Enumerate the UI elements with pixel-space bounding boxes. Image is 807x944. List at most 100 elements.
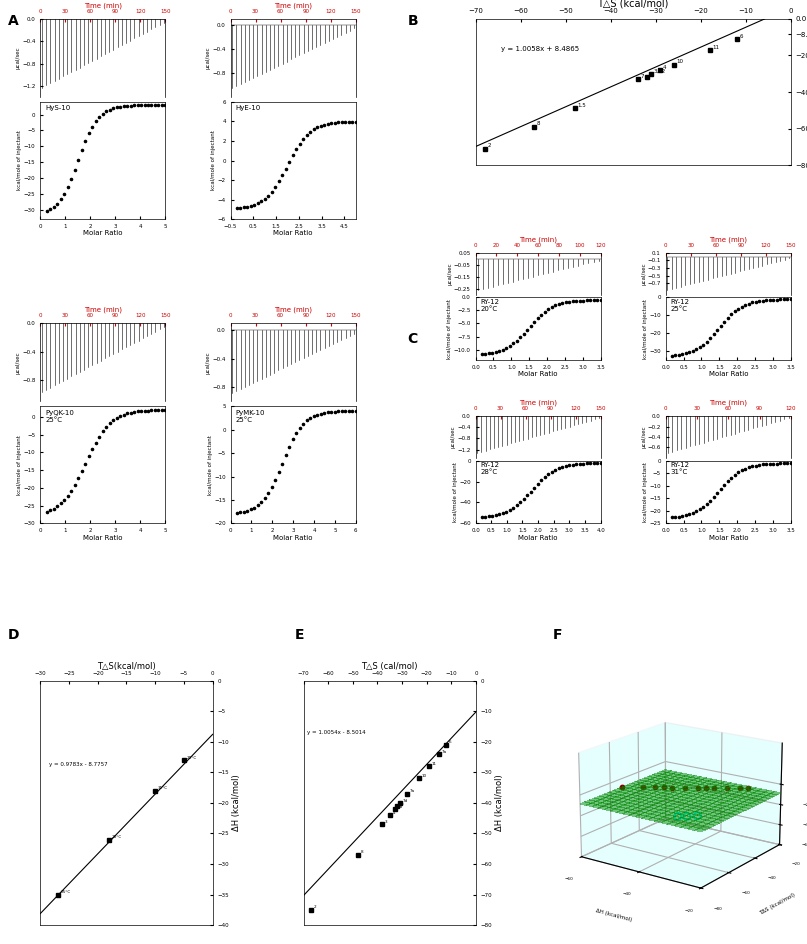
Point bbox=[577, 293, 590, 308]
Text: RY-12
28°C: RY-12 28°C bbox=[480, 463, 500, 476]
Point bbox=[311, 120, 324, 135]
Point bbox=[514, 495, 527, 510]
Point bbox=[276, 456, 289, 471]
Point bbox=[504, 338, 516, 353]
Point bbox=[131, 404, 144, 419]
Point bbox=[328, 404, 341, 419]
Point bbox=[68, 478, 81, 493]
Point bbox=[549, 463, 562, 478]
Point bbox=[345, 403, 358, 418]
Point bbox=[251, 195, 264, 211]
Point bbox=[528, 314, 541, 329]
Point bbox=[570, 457, 583, 472]
Point bbox=[114, 99, 127, 114]
Point bbox=[683, 345, 696, 360]
Point bbox=[729, 304, 742, 319]
Point bbox=[580, 456, 593, 471]
Point bbox=[746, 459, 759, 474]
Point bbox=[342, 114, 355, 129]
Text: E: E bbox=[295, 628, 304, 642]
X-axis label: Time (min): Time (min) bbox=[519, 399, 557, 406]
Point bbox=[580, 293, 593, 308]
Point bbox=[711, 485, 724, 500]
Point bbox=[725, 470, 738, 485]
Point bbox=[86, 119, 98, 134]
Point bbox=[577, 456, 590, 471]
Point bbox=[72, 471, 85, 486]
Point bbox=[44, 503, 56, 518]
Point bbox=[99, 104, 112, 119]
Point bbox=[297, 131, 310, 146]
Point bbox=[562, 458, 575, 473]
Text: 7d: 7d bbox=[403, 799, 408, 802]
Point bbox=[159, 402, 172, 417]
Point bbox=[300, 413, 313, 428]
Point bbox=[141, 97, 154, 112]
Point bbox=[753, 458, 766, 473]
Point bbox=[297, 416, 310, 431]
Point bbox=[594, 293, 607, 308]
X-axis label: T△S (kcal/mol): T△S (kcal/mol) bbox=[597, 0, 669, 8]
Text: RY-12
25°C: RY-12 25°C bbox=[671, 299, 690, 312]
Point bbox=[591, 455, 604, 470]
Point bbox=[750, 458, 763, 473]
Point bbox=[335, 404, 348, 419]
Point bbox=[61, 179, 74, 194]
Point bbox=[128, 98, 140, 113]
Point bbox=[240, 503, 253, 518]
Point bbox=[65, 171, 77, 186]
Point bbox=[714, 481, 727, 497]
Text: 7a: 7a bbox=[441, 750, 447, 753]
Point bbox=[774, 456, 787, 471]
Point bbox=[763, 456, 776, 471]
Point bbox=[767, 456, 780, 471]
Point bbox=[138, 97, 151, 112]
Text: 2: 2 bbox=[487, 143, 491, 148]
Point bbox=[735, 299, 748, 314]
Point bbox=[314, 118, 327, 133]
Point bbox=[78, 134, 91, 149]
Point bbox=[750, 295, 763, 310]
Point bbox=[556, 460, 569, 475]
Text: 11: 11 bbox=[432, 762, 437, 766]
Point bbox=[40, 204, 53, 219]
Point bbox=[57, 493, 70, 508]
Point bbox=[328, 115, 341, 130]
Point bbox=[339, 404, 352, 419]
Y-axis label: µcal/sec: µcal/sec bbox=[641, 426, 646, 448]
Y-axis label: TΔS (kcal/mol): TΔS (kcal/mol) bbox=[759, 892, 797, 916]
Point bbox=[729, 467, 742, 482]
Text: 4: 4 bbox=[392, 811, 395, 815]
Point bbox=[47, 501, 60, 516]
Text: 3,12: 3,12 bbox=[654, 68, 667, 74]
X-axis label: Time (min): Time (min) bbox=[274, 3, 312, 9]
Point bbox=[496, 506, 509, 521]
Point bbox=[65, 483, 77, 498]
Point bbox=[145, 403, 158, 418]
Y-axis label: µcal/sec: µcal/sec bbox=[447, 262, 453, 285]
Point bbox=[562, 295, 575, 310]
Point bbox=[583, 456, 596, 471]
Point bbox=[307, 409, 320, 424]
Point bbox=[293, 420, 306, 435]
Point bbox=[700, 334, 713, 349]
Point bbox=[276, 168, 289, 183]
Y-axis label: µcal/sec: µcal/sec bbox=[206, 351, 211, 374]
Point bbox=[128, 404, 140, 419]
Point bbox=[583, 293, 596, 308]
Point bbox=[735, 463, 748, 478]
Y-axis label: ΔH (kcal/mol): ΔH (kcal/mol) bbox=[232, 774, 241, 832]
Point bbox=[666, 348, 679, 363]
Point bbox=[693, 340, 706, 355]
Point bbox=[708, 489, 721, 504]
Point bbox=[538, 304, 551, 319]
Y-axis label: kcal/mole of injectant: kcal/mole of injectant bbox=[447, 299, 453, 359]
Point bbox=[514, 329, 527, 345]
Point bbox=[760, 457, 773, 472]
Point bbox=[697, 499, 710, 514]
Point bbox=[82, 448, 95, 464]
Y-axis label: kcal/mole of injectant: kcal/mole of injectant bbox=[211, 130, 216, 191]
Point bbox=[496, 342, 509, 357]
Point bbox=[742, 296, 755, 312]
Point bbox=[732, 301, 745, 316]
